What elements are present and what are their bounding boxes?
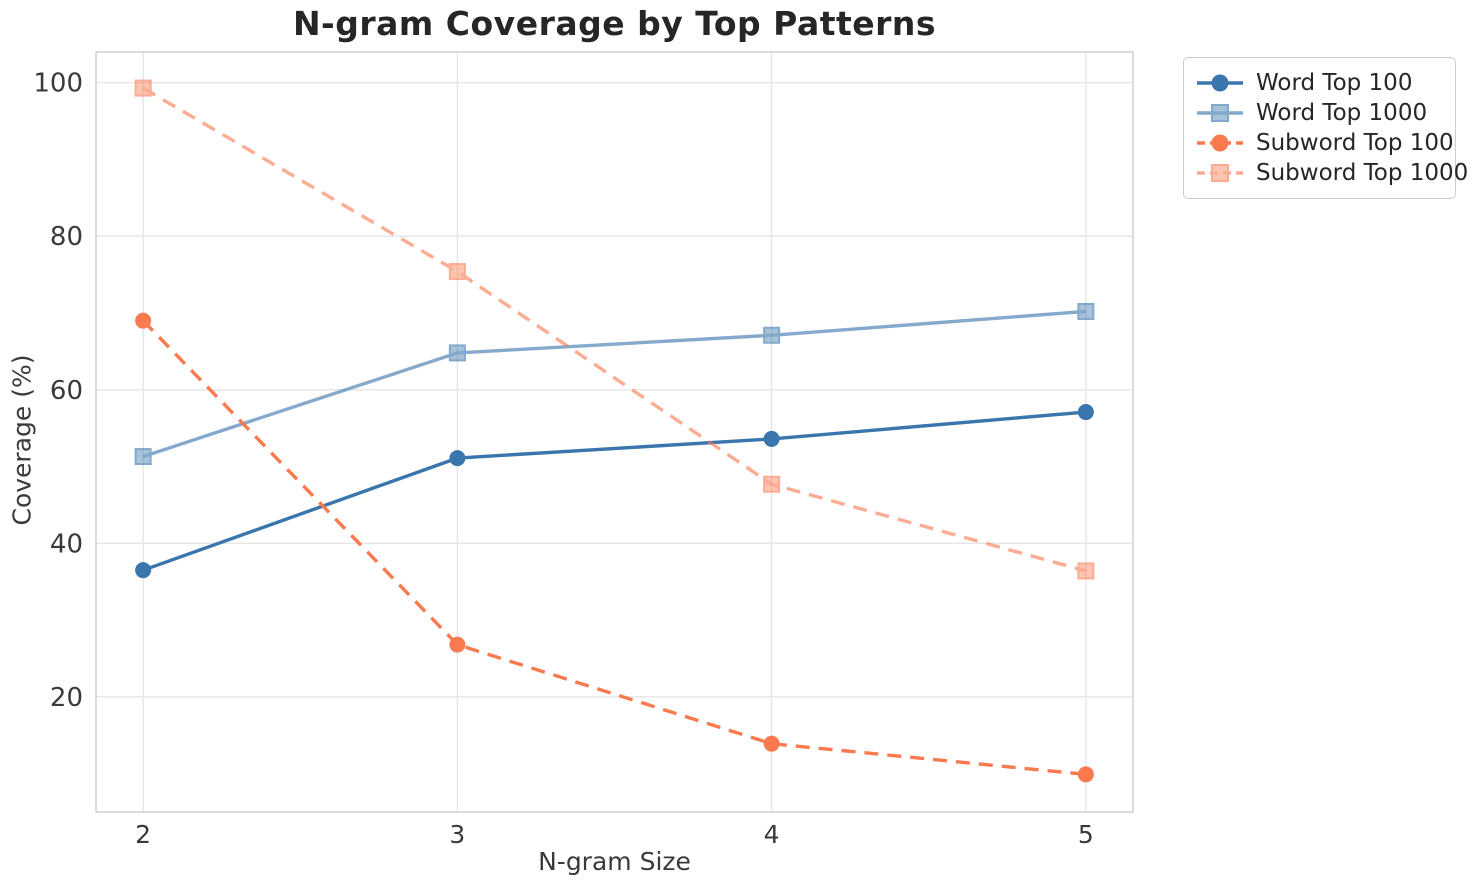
x-tick-label: 2 [135,820,151,849]
legend-swatch-square-icon [1197,104,1243,122]
data-point-marker [763,430,780,447]
data-point-marker [135,562,152,579]
chart-title: N-gram Coverage by Top Patterns [292,4,937,43]
legend-item: Word Top 100 [1196,68,1443,98]
series-line [141,319,1087,777]
y-tick-label: 100 [33,69,83,99]
legend-swatch-square-icon [1197,164,1243,182]
series-line [142,86,1087,573]
data-point-marker [1077,766,1094,783]
legend-swatch-circle-icon [1197,134,1243,152]
series-3 [135,312,1094,783]
data-point-marker [134,79,152,97]
series-line [142,309,1086,459]
data-point-marker [763,475,781,493]
data-point-marker [134,448,152,466]
data-point-marker [1077,562,1095,580]
x-tick-label: 3 [449,820,465,849]
x-tick-label: 4 [764,820,780,849]
series-4 [134,79,1095,580]
series-2 [134,302,1095,466]
data-point-marker [448,263,466,281]
data-point-marker [449,636,466,653]
x-axis-label: N-gram Size [538,847,691,876]
plot-border [95,51,1134,813]
legend-label: Subword Top 1000 [1256,160,1469,186]
data-point-marker [449,450,466,467]
y-tick-label: 60 [50,376,83,406]
y-axis-label: Coverage (%) [7,354,37,526]
legend-swatch-circle-icon [1197,74,1243,92]
legend: Word Top 100 Word Top 1000 Subword Top 100… [1183,57,1468,199]
series-1 [135,404,1094,579]
data-point-marker [763,735,780,752]
data-point-marker [1077,404,1094,421]
legend-item: Subword Top 1000 [1196,158,1468,188]
legend-label: Word Top 100 [1256,70,1413,96]
data-point-marker [135,312,152,329]
legend-label: Word Top 1000 [1256,100,1428,126]
data-point-marker [448,344,466,362]
y-tick-label: 80 [50,222,83,252]
data-point-marker [1077,302,1095,320]
y-tick-label: 40 [50,529,83,559]
data-point-marker [763,326,781,344]
legend-label: Subword Top 100 [1256,130,1454,156]
x-tick-label: 5 [1078,820,1094,849]
y-tick-label: 20 [50,683,83,713]
legend-item: Word Top 1000 [1196,98,1443,128]
legend-item: Subword Top 100 [1196,128,1454,158]
series-line [142,410,1087,572]
